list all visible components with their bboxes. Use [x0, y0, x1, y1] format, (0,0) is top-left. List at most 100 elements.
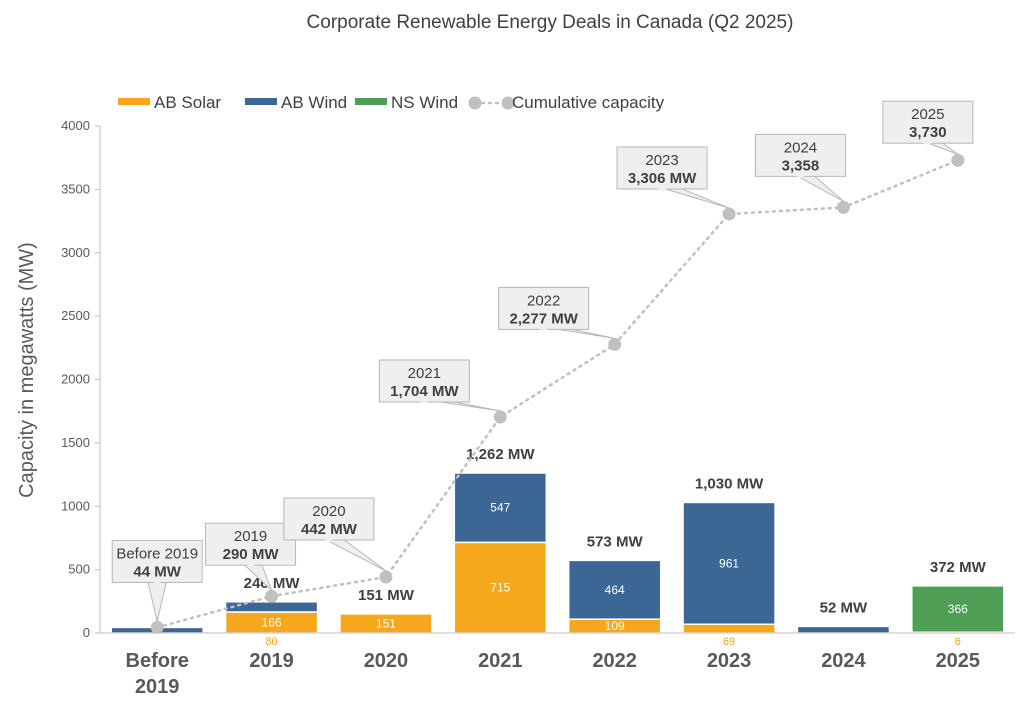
- callout-value: 44 MW: [133, 563, 181, 580]
- x-tick-line: 2020: [364, 650, 409, 672]
- x-tick-line: Before: [126, 650, 189, 672]
- cumulative-point: [836, 200, 850, 214]
- cumulative-point: [265, 589, 279, 603]
- callout-box: [378, 359, 470, 403]
- x-tick-line: 2023: [707, 650, 752, 672]
- legend-label: AB Wind: [281, 93, 347, 112]
- x-tick-label: 2023: [707, 650, 752, 672]
- callout-box: [616, 146, 708, 190]
- legend-swatch: [118, 98, 150, 105]
- bar-segment: [453, 472, 548, 544]
- y-tick-label: 3500: [61, 181, 90, 196]
- legend: AB Solar AB Wind NS Wind Cumulative capacit…: [118, 93, 665, 112]
- legend-swatch: [245, 98, 277, 105]
- bar-segment: [682, 623, 776, 634]
- x-tick-label: 2024: [821, 650, 866, 672]
- x-tick-line: 2022: [592, 650, 637, 672]
- callout-value: 3,358: [782, 157, 820, 174]
- cumulative-point: [493, 410, 507, 424]
- callout-box: [283, 497, 375, 541]
- x-tick-line: 2019: [135, 676, 180, 698]
- data-label: 366: [948, 602, 968, 616]
- cumulative-line-path: [155, 158, 960, 629]
- callout-seam: [791, 173, 810, 179]
- total-label: 52 MW: [820, 599, 868, 616]
- y-axis-label: Capacity in megawatts (MW): [16, 242, 38, 498]
- total-label: 151 MW: [358, 587, 415, 604]
- bar-segment: [567, 559, 662, 620]
- callout-box: [882, 100, 974, 144]
- x-axis: Before 2019 2019 2020 2021 2022 2023 2024 2025: [100, 632, 1015, 698]
- callout-box: [754, 133, 846, 177]
- x-tick-label: Before 2019: [126, 650, 189, 698]
- callout-year: 2024: [784, 139, 817, 156]
- data-label: 80: [265, 636, 277, 648]
- y-tick-label: 0: [83, 625, 90, 640]
- data-label: 715: [490, 581, 510, 595]
- x-tick-label: 2021: [478, 650, 523, 672]
- x-tick-line: 2024: [821, 650, 866, 672]
- total-label: 1,262 MW: [466, 446, 535, 463]
- x-tick-label: 2020: [364, 650, 409, 672]
- x-tick-line: 2021: [478, 650, 523, 672]
- legend-item: NS Wind: [355, 93, 458, 112]
- callout-year: 2022: [527, 292, 560, 309]
- bar-segment: [911, 585, 1005, 633]
- data-label: 166: [262, 615, 282, 629]
- callout-value: 290 MW: [223, 546, 280, 563]
- legend-marker: [468, 96, 482, 110]
- callout-value: 442 MW: [301, 521, 358, 538]
- data-label: 6: [955, 636, 961, 648]
- callout-seam: [415, 399, 434, 405]
- cumulative-point: [379, 570, 393, 584]
- chart-title: Corporate Renewable Energy Deals in Cana…: [307, 12, 794, 33]
- legend-label: AB Solar: [154, 93, 221, 112]
- legend-item: AB Solar: [118, 93, 221, 112]
- x-tick-line: 2019: [249, 650, 294, 672]
- total-label: 372 MW: [930, 559, 987, 576]
- data-label: 151: [376, 616, 396, 630]
- legend-label: Cumulative capacity: [512, 93, 665, 112]
- x-tick-label: 2019: [249, 650, 294, 672]
- callout-value: 1,704 MW: [390, 383, 459, 400]
- y-tick-label: 2500: [61, 308, 90, 323]
- x-tick-line: 2025: [936, 650, 981, 672]
- y-tick-label: 1500: [61, 435, 90, 450]
- x-tick-label: 2025: [936, 650, 981, 672]
- bar-segment: [796, 625, 891, 634]
- data-label: 69: [723, 636, 735, 648]
- callout-seam: [319, 536, 338, 542]
- legend-marker: [501, 96, 515, 110]
- bar-segment: [453, 541, 548, 634]
- y-axis: 0 500 1000 1500 2000 2500 3000 3500 4000: [61, 118, 101, 640]
- callout-value: 3,730: [909, 124, 947, 141]
- x-tick-label: 2022: [592, 650, 637, 672]
- y-tick-label: 3000: [61, 245, 90, 260]
- bar-segment: [224, 601, 319, 613]
- callout-year: Before 2019: [116, 545, 198, 562]
- callout-year: 2020: [312, 503, 345, 520]
- callout-value: 3,306 MW: [628, 170, 697, 187]
- y-tick-label: 2000: [61, 372, 90, 387]
- callout-pointer: [146, 577, 168, 622]
- total-label: 246 MW: [244, 575, 301, 592]
- legend-item: Cumulative capacity: [468, 93, 665, 112]
- callout-seam: [148, 579, 167, 585]
- callout-value: 2,277 MW: [510, 310, 579, 327]
- total-label: 1,030 MW: [695, 475, 764, 492]
- data-label: 547: [490, 501, 510, 515]
- data-label: 961: [719, 556, 739, 570]
- callout-year: 2025: [911, 106, 944, 123]
- y-tick-label: 4000: [61, 118, 90, 133]
- callout-year: 2021: [408, 365, 441, 382]
- callout-box: [111, 539, 203, 583]
- cumulative-point: [608, 337, 622, 351]
- callout-box: [498, 286, 590, 330]
